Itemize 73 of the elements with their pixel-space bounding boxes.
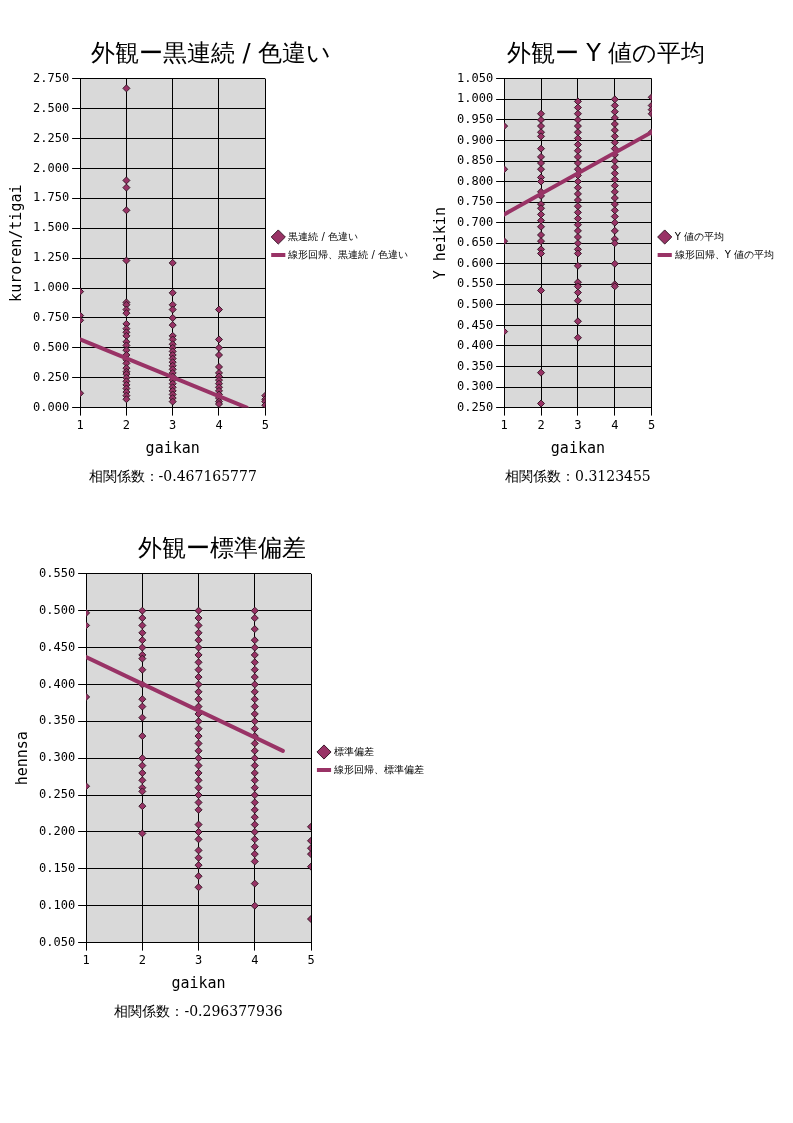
x-axis-title: gaikan bbox=[171, 973, 226, 992]
y-tick-label: 0.750 bbox=[33, 310, 70, 325]
y-tick-label: 0.150 bbox=[39, 860, 76, 875]
y-tick-label: 0.450 bbox=[39, 639, 76, 654]
x-tick-label: 4 bbox=[215, 417, 223, 432]
text: 相関係数：-0.467165777 bbox=[88, 467, 257, 484]
y-tick-label: 0.050 bbox=[39, 934, 76, 949]
y-tick-label: 1.000 bbox=[33, 280, 70, 295]
x-tick-label: 1 bbox=[76, 417, 84, 432]
y-tick-label: 0.950 bbox=[457, 112, 494, 127]
y-tick-label: 0.300 bbox=[457, 379, 494, 394]
y-tick-label: 0.250 bbox=[33, 369, 70, 384]
legend-label: Y 値の平均 bbox=[673, 230, 725, 242]
legend-label: 線形回帰、黒連続 / 色違い bbox=[287, 248, 409, 260]
y-tick-label: 0.500 bbox=[39, 602, 76, 617]
legend-label: 線形回帰、Y 値の平均 bbox=[673, 248, 775, 260]
x-tick-label: 5 bbox=[648, 417, 656, 432]
x-tick-label: 2 bbox=[537, 417, 545, 432]
y-tick-label: 0.550 bbox=[457, 276, 494, 291]
y-tick-label: 2.250 bbox=[33, 130, 70, 145]
y-tick-label: 0.500 bbox=[33, 339, 70, 354]
y-tick-label: 0.250 bbox=[39, 787, 76, 802]
y-tick-label: 2.750 bbox=[33, 70, 70, 85]
x-tick-label: 1 bbox=[500, 417, 508, 432]
legend-label: 線形回帰、標準偏差 bbox=[333, 763, 424, 775]
y-tick-label: 0.350 bbox=[39, 713, 76, 728]
y-tick-label: 0.000 bbox=[33, 399, 70, 414]
x-tick-label: 5 bbox=[307, 952, 315, 967]
y-tick-label: 1.050 bbox=[457, 70, 494, 85]
x-tick-label: 4 bbox=[611, 417, 619, 432]
y-tick-label: 0.400 bbox=[39, 676, 76, 691]
text: 相関係数：0.3123455 bbox=[505, 467, 651, 484]
y-tick-label: 1.500 bbox=[33, 220, 70, 235]
legend-label: 標準偏差 bbox=[334, 745, 374, 757]
y-tick-label: 1.000 bbox=[457, 91, 494, 106]
y-tick-label: 0.400 bbox=[457, 338, 494, 353]
y-tick-label: 0.200 bbox=[39, 824, 76, 839]
x-axis-title: gaikan bbox=[145, 438, 200, 457]
y-axis-title: hennsa bbox=[12, 731, 31, 786]
y-tick-label: 2.000 bbox=[33, 160, 70, 175]
y-tick-label: 0.750 bbox=[457, 194, 494, 209]
y-tick-label: 0.850 bbox=[457, 153, 494, 168]
y-tick-label: 0.600 bbox=[457, 255, 494, 270]
x-tick-label: 3 bbox=[194, 952, 203, 967]
y-tick-label: 0.300 bbox=[39, 750, 76, 765]
y-axis-title: kuroren/tigai bbox=[6, 184, 25, 302]
x-tick-label: 2 bbox=[122, 417, 131, 432]
y-tick-label: 0.650 bbox=[457, 235, 494, 250]
y-tick-label: 0.500 bbox=[457, 296, 494, 311]
x-tick-label: 5 bbox=[261, 417, 269, 432]
chart-title: 外観ー Y 値の平均 bbox=[506, 38, 706, 67]
x-tick-label: 2 bbox=[138, 952, 146, 967]
y-axis-title: Y heikin bbox=[430, 207, 449, 280]
text: 相関係数：-0.296377936 bbox=[114, 1002, 283, 1019]
y-tick-label: 1.750 bbox=[33, 190, 70, 205]
chart-title: 外観ー標準偏差 bbox=[138, 533, 306, 562]
y-tick-label: 0.700 bbox=[457, 214, 494, 229]
y-tick-label: 0.900 bbox=[457, 132, 494, 147]
x-tick-label: 3 bbox=[574, 417, 582, 432]
chart-title: 外観ー黒連続 / 色違い bbox=[90, 38, 332, 67]
y-tick-label: 0.550 bbox=[39, 565, 76, 580]
x-tick-label: 3 bbox=[169, 417, 177, 432]
x-tick-label: 4 bbox=[251, 952, 259, 967]
y-tick-label: 0.350 bbox=[457, 358, 494, 373]
y-tick-label: 0.450 bbox=[457, 317, 494, 332]
y-tick-label: 2.500 bbox=[33, 100, 70, 115]
y-tick-label: 0.250 bbox=[457, 399, 494, 414]
legend-label: 黒連続 / 色違い bbox=[288, 230, 359, 242]
x-tick-label: 1 bbox=[82, 952, 90, 967]
x-axis-title: gaikan bbox=[550, 438, 606, 457]
y-tick-label: 0.800 bbox=[457, 173, 494, 188]
y-tick-label: 1.250 bbox=[33, 250, 70, 265]
y-tick-label: 0.100 bbox=[39, 897, 76, 912]
